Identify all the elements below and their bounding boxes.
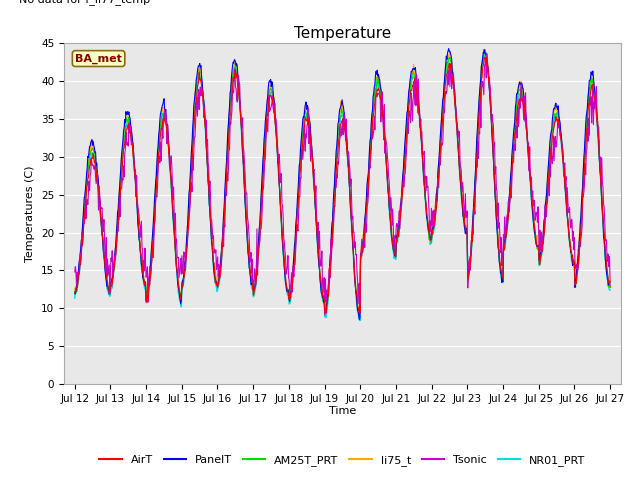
Text: BA_met: BA_met <box>75 53 122 64</box>
Title: Temperature: Temperature <box>294 25 391 41</box>
Legend: AirT, PanelT, AM25T_PRT, li75_t, Tsonic, NR01_PRT: AirT, PanelT, AM25T_PRT, li75_t, Tsonic,… <box>95 451 590 471</box>
Text: No data for f_li77_temp: No data for f_li77_temp <box>19 0 150 5</box>
Y-axis label: Temperatures (C): Temperatures (C) <box>26 165 35 262</box>
X-axis label: Time: Time <box>329 407 356 417</box>
